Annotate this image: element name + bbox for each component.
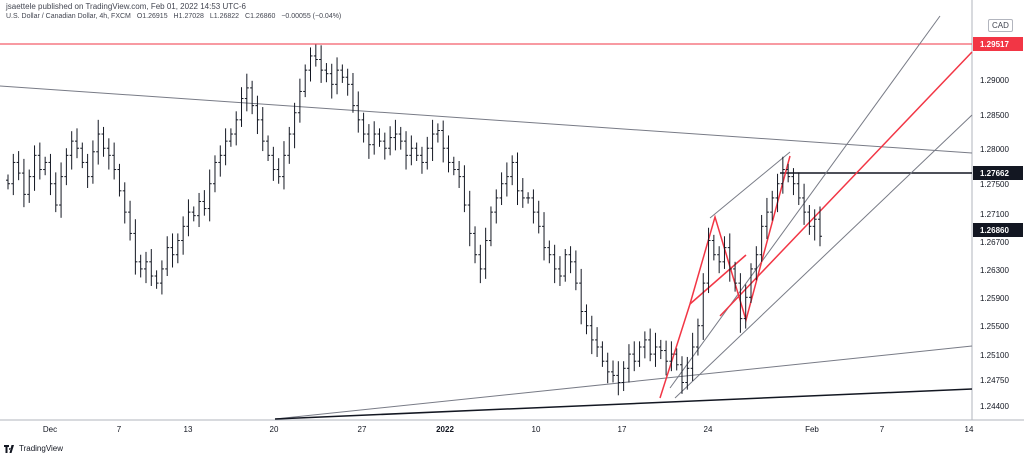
price-labels: 1.29517 1.27662 1.26860 <box>973 37 1023 237</box>
candlesticks <box>6 44 822 396</box>
symbol-ohlc-line: U.S. Dollar / Canadian Dollar, 4h, FXCM … <box>6 13 345 20</box>
channel-upper-line[interactable] <box>669 15 941 389</box>
channel-upper-short[interactable] <box>709 151 791 219</box>
price-label-text: 1.29517 <box>980 40 1009 49</box>
time-tick-label: 10 <box>532 425 541 434</box>
symbol-name[interactable]: U.S. Dollar / Canadian Dollar, 4h, FXCM <box>6 13 131 20</box>
currency-badge[interactable]: CAD <box>988 19 1013 32</box>
channel-lower-line[interactable] <box>674 114 973 399</box>
price-tick-label: 1.26700 <box>980 238 1009 247</box>
time-tick-label: Feb <box>805 425 819 434</box>
abcd-connector[interactable] <box>689 254 747 305</box>
open-value: O1.26915 <box>136 13 168 20</box>
descending-trendline[interactable] <box>0 85 973 154</box>
time-tick-label: 27 <box>358 425 367 434</box>
time-tick-label: Dec <box>43 425 57 434</box>
publisher-text: jsaettele published on TradingView.com, … <box>6 2 246 11</box>
price-tick-label: 1.24400 <box>980 402 1009 411</box>
price-tick-label: 1.27100 <box>980 210 1009 219</box>
time-tick-label: 13 <box>184 425 193 434</box>
price-label-box <box>973 223 1023 237</box>
tradingview-brand: TradingView <box>19 444 64 453</box>
time-tick-label: 24 <box>704 425 713 434</box>
time-tick-label: 7 <box>880 425 885 434</box>
time-tick-label: 14 <box>965 425 974 434</box>
price-tick-label: 1.29000 <box>980 76 1009 85</box>
close-value: C1.26860 <box>245 13 276 20</box>
time-tick-label: 20 <box>270 425 279 434</box>
time-tick-label: 7 <box>117 425 122 434</box>
price-label-box <box>973 37 1023 51</box>
tradingview-logo-icon <box>4 444 14 453</box>
price-label-text: 1.27662 <box>980 169 1009 178</box>
high-value: H1.27028 <box>173 13 204 20</box>
price-tick-label: 1.25900 <box>980 294 1009 303</box>
price-tick-label: 1.25100 <box>980 351 1009 360</box>
channel-median-red[interactable] <box>719 51 973 317</box>
time-tick-label: 17 <box>618 425 627 434</box>
change-value: −0.00055 (−0.04%) <box>281 13 342 20</box>
price-tick-label: 1.24750 <box>980 376 1009 385</box>
tradingview-logo[interactable]: TradingView <box>4 444 63 453</box>
abcd-pattern[interactable] <box>659 155 791 399</box>
chart-header: jsaettele published on TradingView.com, … <box>0 0 1024 22</box>
price-tick-label: 1.27500 <box>980 180 1009 189</box>
price-axis[interactable]: 1.29000 1.28500 1.28000 1.27500 1.27100 1.267… <box>980 76 1009 411</box>
price-tick-label: 1.28500 <box>980 111 1009 120</box>
low-value: L1.26822 <box>209 13 240 20</box>
price-tick-label: 1.25500 <box>980 322 1009 331</box>
price-tick-label: 1.28000 <box>980 145 1009 154</box>
price-label-box <box>973 166 1023 180</box>
price-tick-label: 1.26300 <box>980 266 1009 275</box>
time-axis[interactable]: Dec 7 13 20 27 2022 10 17 24 Feb 7 14 <box>43 425 974 434</box>
time-tick-label: 2022 <box>436 425 454 434</box>
rising-trendline-thick[interactable] <box>274 388 973 420</box>
price-label-text: 1.26860 <box>980 226 1009 235</box>
